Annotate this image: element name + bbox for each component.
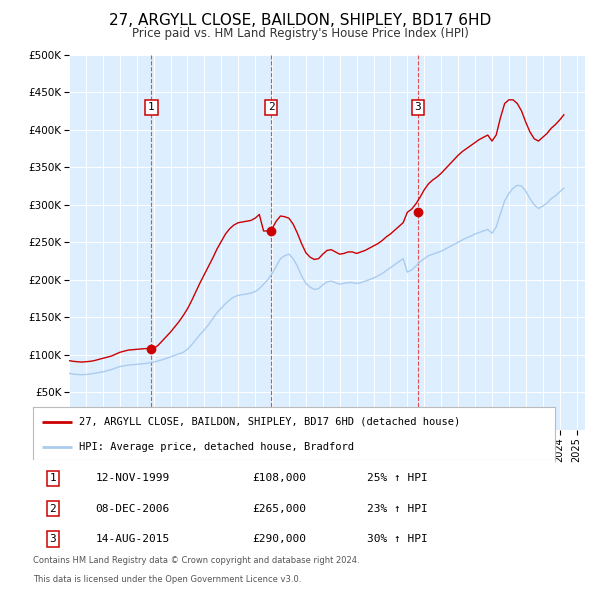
Text: HPI: Average price, detached house, Bradford: HPI: Average price, detached house, Brad… — [79, 442, 354, 452]
Text: 3: 3 — [49, 534, 56, 544]
Text: £265,000: £265,000 — [252, 504, 306, 514]
Text: £108,000: £108,000 — [252, 474, 306, 483]
Text: 30% ↑ HPI: 30% ↑ HPI — [367, 534, 428, 544]
Text: £290,000: £290,000 — [252, 534, 306, 544]
Text: 1: 1 — [148, 102, 155, 112]
Text: 2: 2 — [49, 504, 56, 514]
Text: Contains HM Land Registry data © Crown copyright and database right 2024.: Contains HM Land Registry data © Crown c… — [33, 556, 359, 565]
Text: Price paid vs. HM Land Registry's House Price Index (HPI): Price paid vs. HM Land Registry's House … — [131, 27, 469, 40]
Text: 12-NOV-1999: 12-NOV-1999 — [95, 474, 170, 483]
Text: 3: 3 — [415, 102, 421, 112]
Text: 14-AUG-2015: 14-AUG-2015 — [95, 534, 170, 544]
Text: 2: 2 — [268, 102, 274, 112]
Text: 08-DEC-2006: 08-DEC-2006 — [95, 504, 170, 514]
Text: 1: 1 — [49, 474, 56, 483]
Text: 27, ARGYLL CLOSE, BAILDON, SHIPLEY, BD17 6HD: 27, ARGYLL CLOSE, BAILDON, SHIPLEY, BD17… — [109, 12, 491, 28]
Text: 25% ↑ HPI: 25% ↑ HPI — [367, 474, 428, 483]
Text: 27, ARGYLL CLOSE, BAILDON, SHIPLEY, BD17 6HD (detached house): 27, ARGYLL CLOSE, BAILDON, SHIPLEY, BD17… — [79, 417, 460, 427]
Text: This data is licensed under the Open Government Licence v3.0.: This data is licensed under the Open Gov… — [33, 575, 301, 584]
Text: 23% ↑ HPI: 23% ↑ HPI — [367, 504, 428, 514]
